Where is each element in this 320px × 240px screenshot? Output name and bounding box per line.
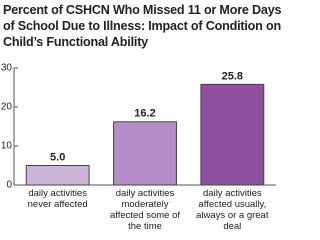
x-tick-label: daily activities moderately affected som… (109, 188, 181, 232)
x-tick-label: daily activities never affected (27, 188, 88, 210)
chart-title: Percent of CSHCN Who Missed 11 or More D… (3, 3, 282, 49)
plot: 0 10 20 30 5.0 16.2 25.8 (1, 63, 276, 191)
value-label: 5.0 (50, 151, 65, 163)
bar (113, 121, 177, 186)
chart: Percent of CSHCN Who Missed 11 or More D… (1, 3, 282, 232)
bar (25, 165, 90, 186)
y-tick-label: 20 (1, 102, 13, 113)
value-label: 16.2 (134, 108, 155, 120)
bar (200, 83, 265, 186)
y-tick-label: 10 (1, 141, 13, 152)
x-tick-label: daily activities affected usually, alway… (196, 188, 269, 232)
value-label: 25.8 (222, 70, 243, 82)
y-tick-label: 30 (1, 63, 13, 74)
y-tick-label: 0 (6, 180, 12, 191)
